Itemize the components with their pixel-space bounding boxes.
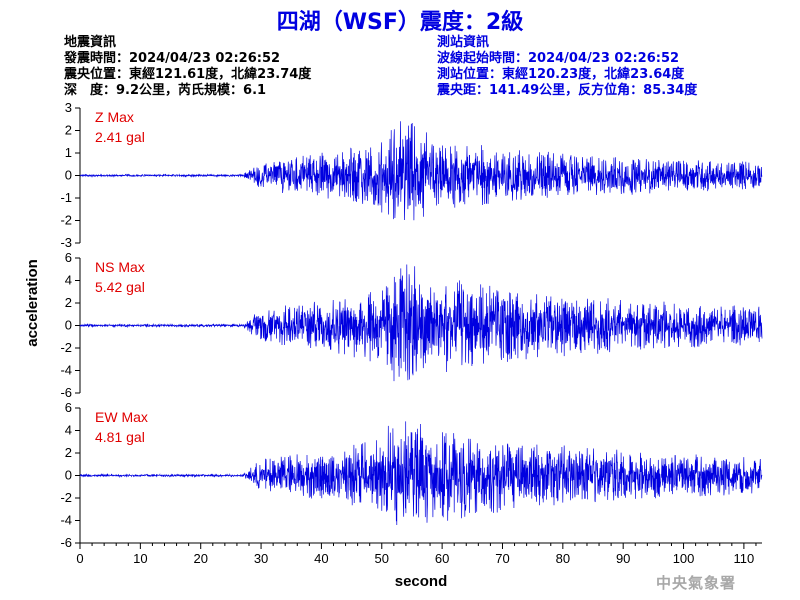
x-tick-label: 110 (734, 551, 755, 566)
y-tick-label: 0 (65, 168, 72, 183)
y-tick-label: 4 (65, 273, 72, 288)
x-tick-label: 70 (495, 551, 509, 566)
panel-max: 5.42 gal (95, 279, 145, 295)
panel-name: NS Max (95, 259, 145, 275)
x-tick-label: 80 (556, 551, 570, 566)
epicentral-distance: 震央距：141.49公里，反方位角：85.34度 (437, 83, 698, 98)
x-tick-label: 60 (435, 551, 449, 566)
waveform-z-max (79, 121, 763, 221)
station-info: 測站資訊 波線起始時間：2024/04/23 02:26:52 測站位置：東經1… (437, 35, 697, 99)
x-tick-label: 40 (314, 551, 328, 566)
y-tick-label: -2 (60, 213, 72, 228)
y-tick-label: -1 (60, 190, 72, 205)
y-tick-label: 2 (65, 295, 72, 310)
y-tick-label: 4 (65, 423, 72, 438)
x-axis-title: second (395, 573, 448, 590)
wave-start-time: 波線起始時間：2024/04/23 02:26:52 (437, 51, 680, 66)
x-tick-label: 30 (254, 551, 268, 566)
earthquake-info-heading: 地震資訊 (64, 35, 117, 50)
origin-time: 發震時間：2024/04/23 02:26:52 (64, 51, 281, 66)
y-tick-label: -6 (60, 385, 72, 400)
y-tick-label: -4 (60, 513, 72, 528)
station-info-heading: 測站資訊 (437, 35, 490, 50)
y-axis-title: acceleration (24, 259, 41, 347)
waveform-ns-max (79, 264, 763, 382)
panel-max: 2.41 gal (95, 129, 145, 145)
y-tick-label: 2 (65, 445, 72, 460)
credit-text: 中央氣象署 (656, 574, 737, 592)
y-tick-label: 1 (65, 145, 72, 160)
y-tick-label: 0 (65, 318, 72, 333)
y-tick-label: 6 (65, 250, 72, 265)
station-location: 測站位置：東經120.23度，北緯23.64度 (437, 67, 685, 82)
panel-name: Z Max (95, 109, 134, 125)
y-tick-label: -4 (60, 363, 72, 378)
waveform-ew-max (79, 421, 763, 526)
depth-magnitude: 深 度：9.2公里，芮氏規模：6.1 (64, 83, 267, 98)
y-tick-label: 2 (65, 123, 72, 138)
y-tick-label: 0 (65, 468, 72, 483)
epicenter: 震央位置：東經121.61度，北緯23.74度 (64, 67, 312, 82)
y-tick-label: -3 (60, 235, 72, 250)
y-tick-label: 3 (65, 100, 72, 115)
x-tick-label: 90 (616, 551, 630, 566)
y-tick-label: 6 (65, 400, 72, 415)
panel-max: 4.81 gal (95, 429, 145, 445)
y-tick-label: -6 (60, 535, 72, 550)
x-tick-label: 100 (673, 551, 695, 566)
y-tick-label: -2 (60, 340, 72, 355)
x-tick-label: 20 (193, 551, 207, 566)
x-tick-label: 0 (76, 551, 83, 566)
page-title: 四湖（WSF）震度：2級 (276, 10, 524, 35)
x-tick-label: 10 (133, 551, 147, 566)
panel-name: EW Max (95, 409, 148, 425)
y-tick-label: -2 (60, 490, 72, 505)
x-tick-label: 50 (375, 551, 389, 566)
earthquake-info: 地震資訊 發震時間：2024/04/23 02:26:52 震央位置：東經121… (64, 35, 311, 99)
